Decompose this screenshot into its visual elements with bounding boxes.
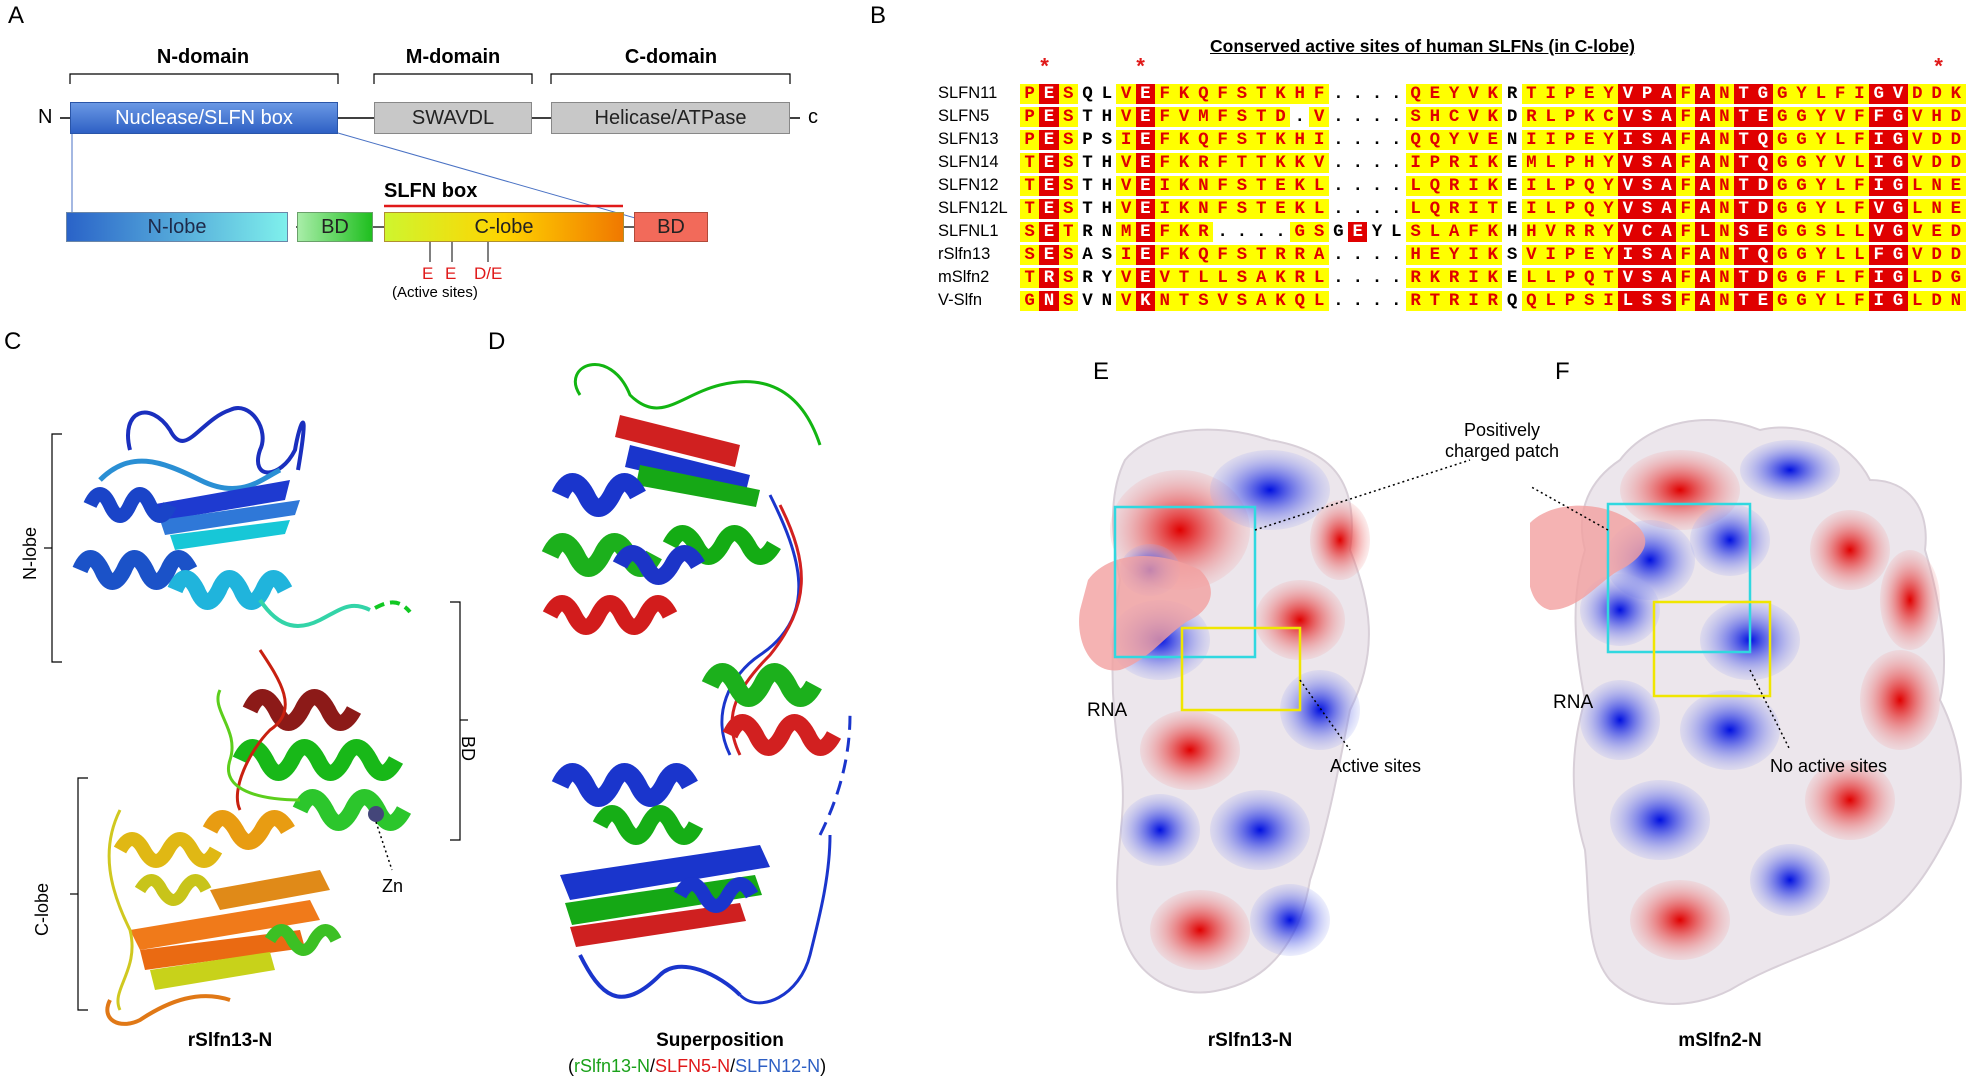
n-lobe-box: N-lobe <box>66 212 288 242</box>
patch-line-2: charged patch <box>1444 441 1560 461</box>
m-domain-title: M-domain <box>405 46 501 68</box>
nuclease-slfn-box: Nuclease/SLFN box <box>70 102 338 134</box>
legend-open: ( <box>568 1056 574 1076</box>
row-name: SLFN12L <box>938 199 1008 217</box>
mslfn2-surface <box>1530 419 1962 1005</box>
panel-c-caption: rSlfn13-N <box>187 1030 273 1051</box>
c-lobe-label: C-lobe <box>32 882 52 936</box>
slfn-box-label: SLFN box <box>384 180 478 202</box>
active-site-e1: E <box>422 264 434 283</box>
asterisk-2: * <box>1134 56 1148 81</box>
legend-rslfn13: rSlfn13-N <box>574 1056 651 1076</box>
row-name: SLFN12 <box>938 176 999 194</box>
helicase-atpase-box: Helicase/ATPase <box>551 102 790 134</box>
row-name: mSlfn2 <box>938 268 990 286</box>
bd-box-1: BD <box>297 212 373 242</box>
active-sites-label: Active sites <box>1330 756 1422 776</box>
panel-d-caption: Superposition <box>656 1030 784 1051</box>
active-sites-caption: (Active sites) <box>392 284 478 301</box>
panel-letter-c: C <box>4 328 22 355</box>
row-name: rSlfn13 <box>938 245 991 263</box>
no-active-sites-label: No active sites <box>1770 756 1888 776</box>
positive-patch-label: Positively charged patch <box>1432 420 1572 462</box>
superposition-legend: (rSlfn13-N/SLFN5-N/SLFN12-N) <box>568 1056 826 1077</box>
c-domain-title: C-domain <box>624 46 718 68</box>
legend-sep: / <box>730 1056 736 1076</box>
row-name: SLFN14 <box>938 153 999 171</box>
legend-sep: / <box>650 1056 656 1076</box>
row-name: V-Slfn <box>938 291 983 309</box>
n-lobe-label: N-lobe <box>20 526 40 580</box>
superposition-cartoon <box>541 363 852 1005</box>
asterisk-1: * <box>1038 56 1052 81</box>
zn-label: Zn <box>382 876 404 896</box>
legend-close: ) <box>820 1056 827 1076</box>
bd-box-2: BD <box>634 212 708 242</box>
panel-letter-e: E <box>1093 358 1110 385</box>
row-name: SLFN5 <box>938 107 990 125</box>
panel-letter-a: A <box>8 2 25 29</box>
active-site-e2: E <box>445 264 457 283</box>
panel-letter-d: D <box>488 328 506 355</box>
rna-label-e: RNA <box>1087 700 1128 721</box>
rna-label-f: RNA <box>1553 692 1594 713</box>
panel-letter-b: B <box>870 2 887 29</box>
patch-line-1: Positively <box>1463 420 1541 440</box>
rslfn13-cartoon <box>44 406 468 1026</box>
bd-label: BD <box>458 736 478 762</box>
swavdl-box: SWAVDL <box>374 102 532 134</box>
n-terminus-label: N <box>38 106 53 128</box>
legend-slfn5: SLFN5-N <box>655 1056 731 1076</box>
c-lobe-box: C-lobe <box>384 212 624 242</box>
n-domain-title: N-domain <box>156 46 250 68</box>
panel-f-caption: mSlfn2-N <box>1678 1030 1762 1051</box>
panel-letter-f: F <box>1555 358 1570 385</box>
legend-slfn12: SLFN12-N <box>735 1056 821 1076</box>
panel-a-lines <box>60 73 800 262</box>
c-terminus-label: c <box>808 106 818 128</box>
rslfn13-surface <box>1079 428 1471 994</box>
row-name: SLFNL1 <box>938 222 999 240</box>
row-name: SLFN13 <box>938 130 999 148</box>
panel-e-caption: rSlfn13-N <box>1207 1030 1293 1051</box>
alignment-title: Conserved active sites of human SLFNs (i… <box>1210 36 1635 56</box>
active-site-de: D/E <box>474 264 503 283</box>
row-name: SLFN11 <box>938 84 998 102</box>
asterisk-3: * <box>1932 56 1946 81</box>
